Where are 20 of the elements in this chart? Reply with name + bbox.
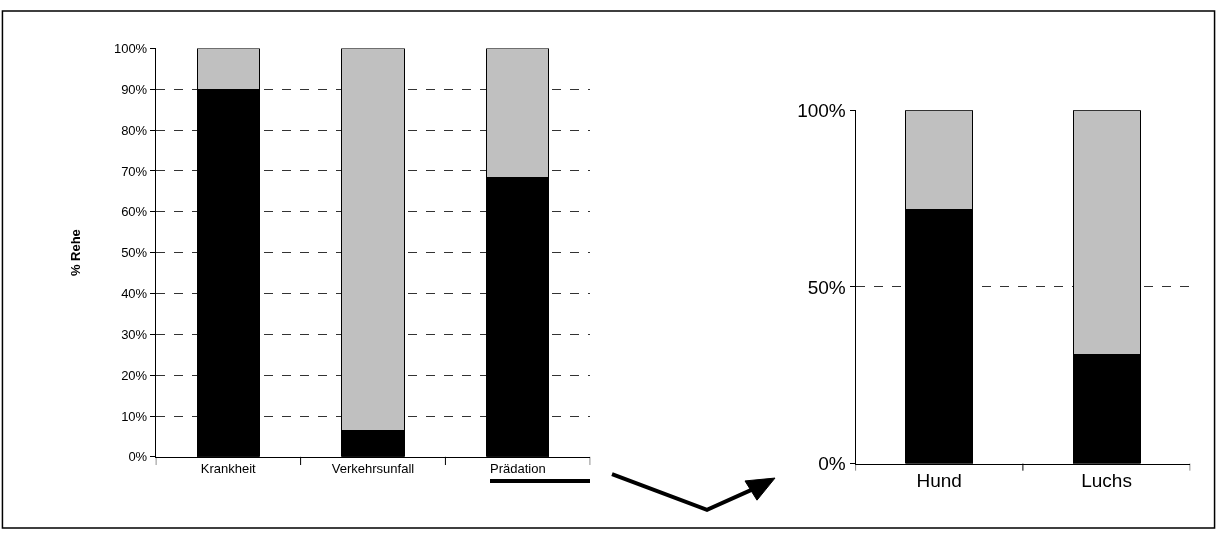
x-tick-label: Hund: [916, 470, 962, 492]
y-tick-label: 70%: [121, 163, 148, 179]
y-tick-label: 20%: [121, 367, 148, 383]
y-tick-label: 50%: [807, 276, 846, 298]
y-tick-label: 0%: [818, 453, 846, 475]
x-tick-label: Krankheit: [200, 461, 257, 477]
y-tick-label: 90%: [121, 81, 148, 97]
y-tick-label: 10%: [121, 408, 148, 424]
y-tick-label: 40%: [121, 286, 148, 302]
x-tick-label: Luchs: [1081, 470, 1132, 492]
y-tick-label: 0%: [128, 449, 148, 465]
x-tick-label: Verkehrsunfall: [331, 461, 415, 477]
x-tick-label: Prädation: [490, 461, 546, 477]
y-tick-label: 100%: [797, 99, 846, 121]
y-axis-title: % Rehe: [67, 229, 83, 277]
y-tick-label: 60%: [121, 204, 148, 220]
y-tick-label: 100%: [113, 40, 148, 56]
y-tick-label: 50%: [121, 245, 148, 261]
y-tick-label: 80%: [121, 122, 148, 138]
y-tick-label: 30%: [121, 326, 148, 342]
